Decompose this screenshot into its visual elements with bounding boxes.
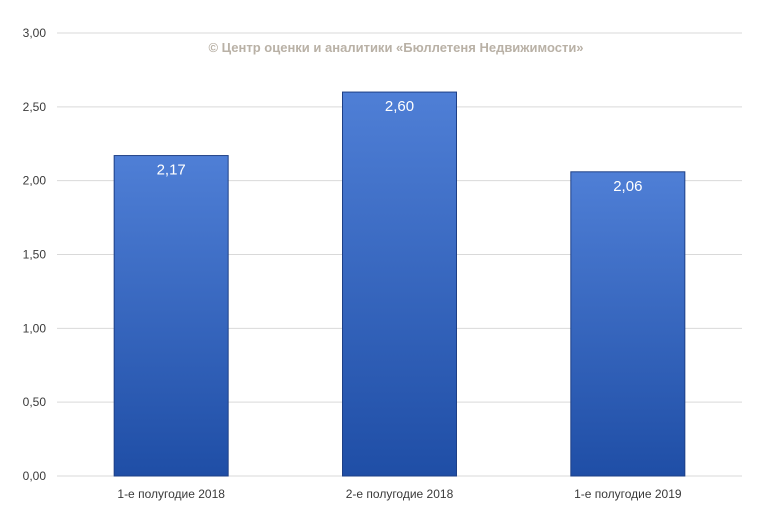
y-tick-label: 0,50 [23,395,47,409]
y-tick-label: 2,50 [23,100,47,114]
bar-value-label: 2,06 [613,178,642,195]
bar [113,155,229,477]
x-category-label: 1-е полугодие 2018 [117,487,225,501]
bar [570,171,686,477]
y-tick-label: 1,50 [23,248,47,262]
bar-value-label: 2,17 [157,162,186,179]
x-category-label: 2-е полугодие 2018 [346,487,454,501]
bar-value-label: 2,60 [385,98,414,115]
x-category-label: 1-е полугодие 2019 [574,487,682,501]
y-tick-label: 3,00 [23,26,47,40]
bar [342,91,457,477]
y-tick-label: 2,00 [23,174,47,188]
y-tick-label: 0,00 [23,469,47,483]
chart-watermark: © Центр оценки и аналитики «Бюллетеня Не… [208,40,583,55]
y-tick-label: 1,00 [23,321,47,335]
